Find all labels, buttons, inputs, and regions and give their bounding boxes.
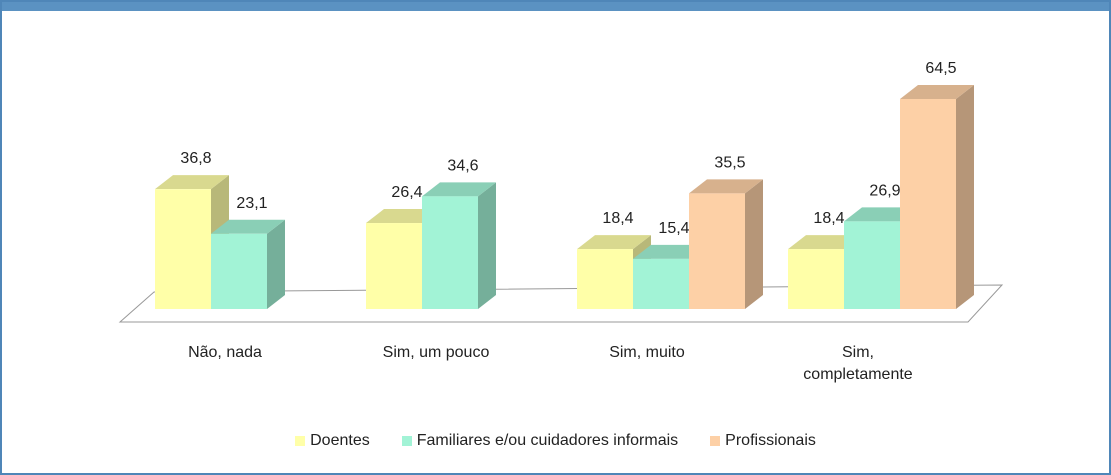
bar-side [267,219,285,309]
bar-front [844,221,900,309]
bar-top [366,209,440,224]
bar-front [366,223,422,309]
x-tick-label: Sim, muito [609,344,685,361]
bar-front [422,196,478,309]
bar-side [956,85,974,309]
x-tick-label: Sim, um pouco [382,344,490,361]
legend-item: Doentes [295,432,370,450]
legend-swatch [710,436,721,446]
data-label: 36,8 [180,150,211,167]
bar-top [422,182,496,197]
bar [689,179,763,309]
bar-top [900,85,974,99]
header-bar [2,2,1109,11]
x-tick-label: Não, nada [188,344,262,361]
bar [211,219,285,309]
legend-swatch [401,436,412,446]
legend-item: Profissionais [710,432,816,450]
bar-top [633,244,707,259]
legend-label: Profissionais [725,432,816,449]
bar-front [900,99,956,309]
legend: Doentes Familiares e/ou cuidadores inform… [2,432,1109,450]
data-label: 15,4 [658,220,689,237]
bar-front [633,258,689,309]
data-label: 23,1 [236,195,267,212]
data-label: 35,5 [714,154,745,171]
bar-front [788,249,844,309]
bar-top [577,235,651,250]
bar-front [689,193,745,309]
data-label: 26,9 [869,182,900,199]
data-label: 34,6 [447,157,478,174]
legend-label: Familiares e/ou cuidadores informais [416,432,679,449]
floor [118,284,1004,323]
bar [900,85,974,309]
data-label: 26,4 [391,184,422,201]
legend-swatch [295,436,306,446]
bar-top [844,207,918,222]
bar-side [478,182,496,309]
data-label: 64,5 [925,60,956,77]
bar [422,182,496,309]
bar-top [689,179,763,194]
bar-front [155,189,211,309]
data-label: 18,4 [813,210,844,227]
legend-label: Doentes [310,432,370,449]
x-tick-label: Sim, completamente [803,344,913,383]
bar-front [577,249,633,309]
bar-top [211,219,285,234]
legend-item: Familiares e/ou cuidadores informais [401,432,679,450]
data-label: 18,4 [602,210,633,227]
bar-front [211,233,267,309]
bar-top [155,175,229,190]
bar-side [745,179,763,309]
bar-top [788,235,862,250]
